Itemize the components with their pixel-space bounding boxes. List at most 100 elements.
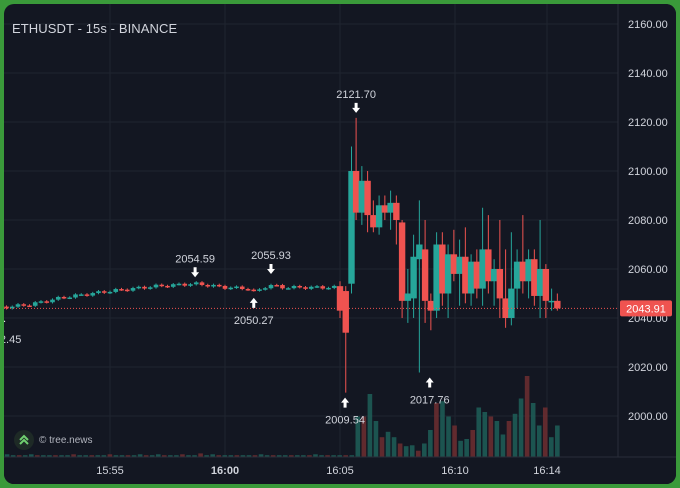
- candle-body: [44, 301, 50, 303]
- volume-bar: [252, 455, 258, 457]
- candle-body: [352, 171, 360, 213]
- candlestick-chart[interactable]: 2054.59 2055.93 2050.27 2121.70 2009.54 2017.…: [4, 4, 676, 484]
- price-tick-label: 2160.00: [628, 19, 668, 31]
- volume-bar: [101, 455, 107, 457]
- volume-bar: [65, 455, 70, 457]
- annotation-label: 2055.93: [251, 250, 291, 262]
- price-tick-label: 2080.00: [628, 215, 668, 227]
- volume-bar: [403, 446, 409, 457]
- candle-body: [176, 283, 182, 286]
- candle-body: [326, 287, 331, 290]
- price-tick-label: 2120.00: [628, 117, 668, 129]
- candle-body: [245, 289, 251, 291]
- time-tick-label: 16:10: [441, 465, 469, 477]
- candle-body: [61, 296, 67, 299]
- volume-bar: [192, 455, 197, 457]
- price-annotation: 2009.54: [325, 397, 365, 427]
- volume-bar: [113, 455, 119, 457]
- candle-body: [358, 180, 366, 213]
- volume-bar: [458, 440, 463, 457]
- candle-body: [536, 269, 544, 296]
- candle-body: [398, 222, 406, 301]
- volume-bar: [174, 455, 179, 457]
- candle-body: [251, 289, 257, 292]
- price-axis-bg: [618, 4, 676, 484]
- candle-body: [364, 180, 371, 216]
- candle-body: [73, 294, 78, 298]
- annotation-label: 2121.70: [336, 89, 376, 101]
- volume-bar: [276, 455, 282, 457]
- volume-bar: [434, 403, 439, 457]
- volume-bar: [143, 455, 149, 457]
- price-annotation: 2042.45: [4, 320, 21, 346]
- volume-bar: [482, 412, 488, 457]
- volume-bar: [295, 455, 300, 457]
- volume-bar: [204, 455, 209, 457]
- candle-body: [439, 244, 446, 294]
- candle-body: [348, 171, 355, 284]
- candle-body: [113, 289, 119, 292]
- volume-bar: [440, 401, 445, 457]
- candle-body: [50, 299, 55, 303]
- price-annotation: 2055.93: [251, 250, 291, 274]
- volume-bar: [22, 455, 28, 457]
- volume-bar: [222, 455, 228, 457]
- volume-bar: [162, 455, 167, 457]
- volume-bar: [53, 455, 58, 457]
- volume-bar: [313, 454, 318, 457]
- price-tick-label: 2100.00: [628, 166, 668, 178]
- volume-bar: [180, 454, 185, 457]
- volume-bar: [409, 445, 415, 457]
- candle-body: [136, 286, 142, 289]
- volume-bar: [349, 455, 355, 457]
- candle-body: [15, 304, 21, 307]
- candle-body: [308, 286, 314, 289]
- candle-body: [381, 205, 389, 213]
- volume-bar: [325, 455, 330, 457]
- candle-body: [496, 269, 504, 299]
- annotation-label: 2050.27: [234, 315, 274, 327]
- candle-body: [268, 285, 274, 289]
- candle-body: [211, 284, 216, 287]
- arrow-down-icon: [352, 102, 361, 113]
- candle-body: [38, 301, 44, 303]
- candle-body: [159, 284, 165, 287]
- candle-body: [170, 284, 176, 287]
- volume-bar: [415, 450, 421, 457]
- candle-body: [490, 269, 498, 282]
- candle-body: [262, 288, 268, 290]
- last-price-tag: [620, 300, 672, 317]
- candle-body: [199, 282, 205, 285]
- volume-bar: [210, 454, 215, 457]
- volume-bar: [155, 454, 161, 457]
- volume-bar: [186, 455, 191, 457]
- candle-body: [462, 256, 469, 294]
- volume-bar: [452, 425, 457, 457]
- candle-body: [9, 306, 15, 309]
- volume-bar: [240, 455, 246, 457]
- volume-bar: [41, 455, 46, 457]
- annotation-label: 2009.54: [325, 415, 365, 427]
- candle-body: [387, 202, 394, 213]
- volume-bar: [216, 455, 222, 457]
- candle-body: [297, 285, 303, 288]
- candle-body: [473, 261, 481, 289]
- volume-bar: [428, 430, 433, 457]
- volume-bar: [198, 453, 203, 457]
- annotation-label: 2042.45: [4, 334, 21, 346]
- volume-bar: [319, 455, 324, 457]
- price-tick-label: 2140.00: [628, 68, 668, 80]
- chart-title: ETHUSDT - 15s - BINANCE: [12, 21, 178, 36]
- volume-bar: [16, 455, 22, 457]
- candle-body: [410, 256, 417, 299]
- candle-body: [142, 286, 147, 289]
- candle-body: [274, 285, 280, 287]
- volume-bar: [355, 416, 361, 457]
- volume-bar: [512, 413, 518, 457]
- volume-bar: [397, 443, 403, 457]
- volume-bar: [331, 455, 336, 457]
- volume-bar: [28, 454, 34, 457]
- candle-body: [485, 249, 492, 282]
- candle-body: [188, 284, 193, 286]
- time-tick-label: 15:55: [96, 465, 124, 477]
